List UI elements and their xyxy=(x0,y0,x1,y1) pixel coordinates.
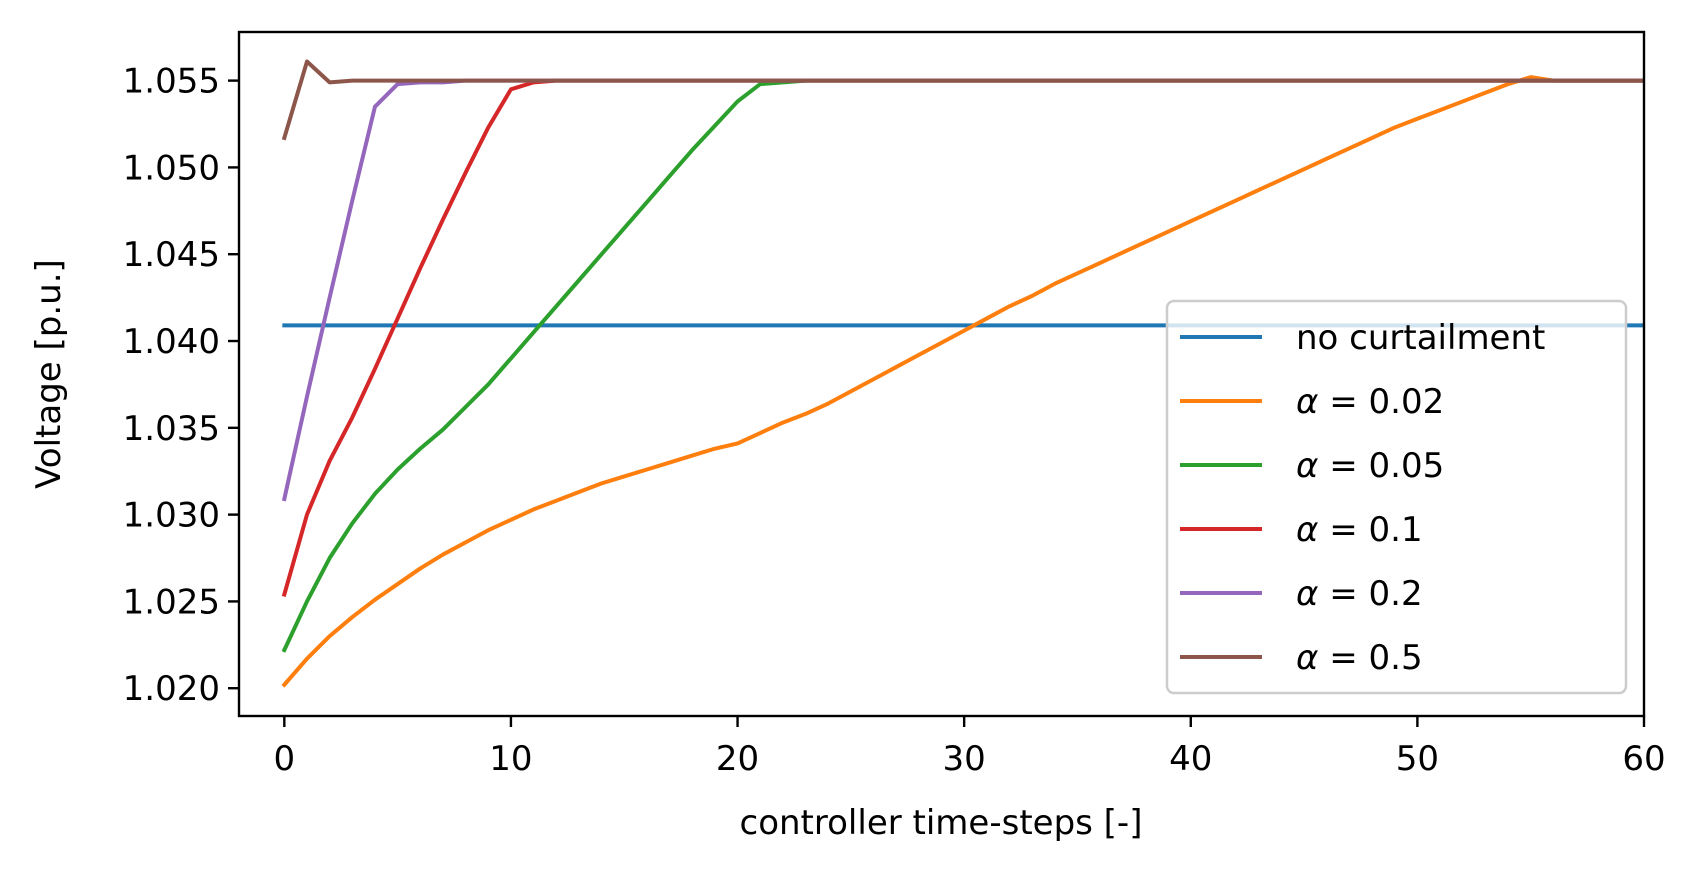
x-tick-label: 60 xyxy=(1622,739,1665,779)
series-layer xyxy=(281,59,1644,688)
legend-text-value: = 0.2 xyxy=(1318,574,1422,614)
series-line-alpha-0-5 xyxy=(281,59,1644,141)
y-tick-label: 1.035 xyxy=(123,409,220,449)
legend-label-alpha-0-2: α = 0.2 xyxy=(1296,574,1423,614)
legend-label-alpha-0-5: α = 0.5 xyxy=(1296,638,1423,678)
legend-alpha-symbol: α xyxy=(1296,510,1318,550)
y-tick-label: 1.025 xyxy=(123,582,220,622)
legend-alpha-symbol: α xyxy=(1296,382,1318,422)
legend-label-alpha-0-1: α = 0.1 xyxy=(1296,510,1423,550)
x-tick-label: 0 xyxy=(274,739,296,779)
y-axis-label: Voltage [p.u.] xyxy=(29,259,69,489)
legend-text-value: = 0.1 xyxy=(1318,510,1422,550)
y-tick-label: 1.030 xyxy=(123,496,220,536)
legend-alpha-symbol: α xyxy=(1296,574,1318,614)
legend-text-value: no curtailment xyxy=(1296,318,1545,358)
legend-alpha-symbol: α xyxy=(1296,638,1318,678)
legend-text-value: = 0.02 xyxy=(1318,382,1444,422)
plot-frame xyxy=(237,30,1646,718)
y-axis-ticks: 1.020 1.025 1.030 1.035 1.040 1.045 1.050 1.055 xyxy=(123,62,239,709)
legend-label-alpha-0-02: α = 0.02 xyxy=(1296,382,1444,422)
legend-label-no-curtailment: no curtailment xyxy=(1296,318,1545,358)
legend-text-value: = 0.5 xyxy=(1318,638,1422,678)
legend-label-alpha-0-05: α = 0.05 xyxy=(1296,446,1444,486)
x-axis-label: controller time-steps [-] xyxy=(740,803,1143,843)
y-tick-label: 1.045 xyxy=(123,235,220,275)
legend-alpha-symbol: α xyxy=(1296,446,1318,486)
y-tick-label: 1.055 xyxy=(123,62,220,102)
x-tick-label: 50 xyxy=(1396,739,1439,779)
x-tick-label: 40 xyxy=(1169,739,1212,779)
x-tick-label: 10 xyxy=(489,739,532,779)
y-tick-label: 1.040 xyxy=(123,322,220,362)
x-axis-ticks: 0 10 20 30 40 50 60 xyxy=(274,716,1666,779)
x-tick-label: 20 xyxy=(716,739,759,779)
x-tick-label: 30 xyxy=(943,739,986,779)
series-line-alpha-0-02 xyxy=(281,75,1644,688)
legend-text-value: = 0.05 xyxy=(1318,446,1444,486)
y-tick-label: 1.020 xyxy=(123,669,220,709)
legend-frame xyxy=(1165,299,1628,695)
y-tick-label: 1.050 xyxy=(123,148,220,188)
